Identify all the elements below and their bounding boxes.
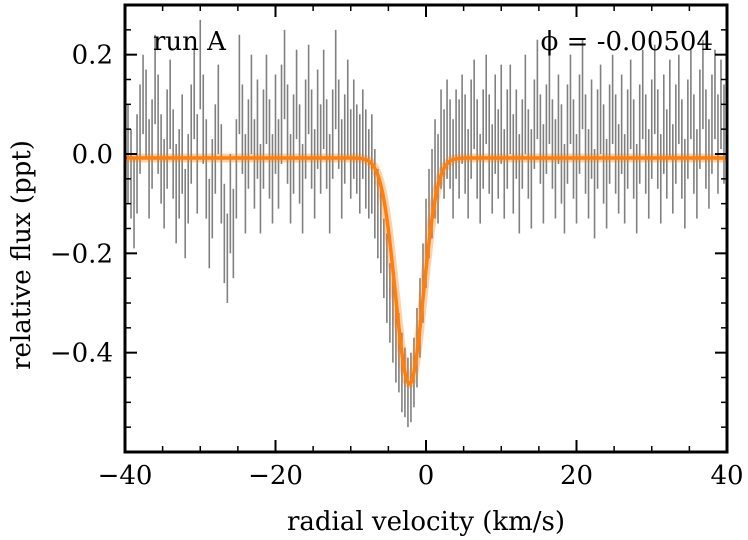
y-tick-label: 0.0 xyxy=(72,140,113,170)
y-axis-title: relative flux (ppt) xyxy=(7,140,37,370)
y-tick-label: −0.4 xyxy=(50,339,113,369)
data-series xyxy=(127,19,725,428)
x-tick-label: 0 xyxy=(418,461,435,491)
run-label: run A xyxy=(153,27,227,57)
x-tick-label: −40 xyxy=(98,461,153,491)
y-tick-label: 0.2 xyxy=(72,41,113,71)
x-axis-title: radial velocity (km/s) xyxy=(287,507,565,537)
x-tick-labels: −40 −20 0 20 40 xyxy=(98,461,744,491)
x-tick-label: 40 xyxy=(710,461,743,491)
x-tick-label: −20 xyxy=(248,461,303,491)
model-series xyxy=(122,153,730,389)
plot-frame xyxy=(123,3,729,454)
x-tick-label: 20 xyxy=(560,461,593,491)
model-line xyxy=(124,156,728,386)
phase-label: ϕ = -0.00504 xyxy=(541,27,713,57)
y-tick-labels: −0.4 −0.2 0.0 0.2 xyxy=(50,41,113,369)
y-tick-label: −0.2 xyxy=(50,239,113,269)
